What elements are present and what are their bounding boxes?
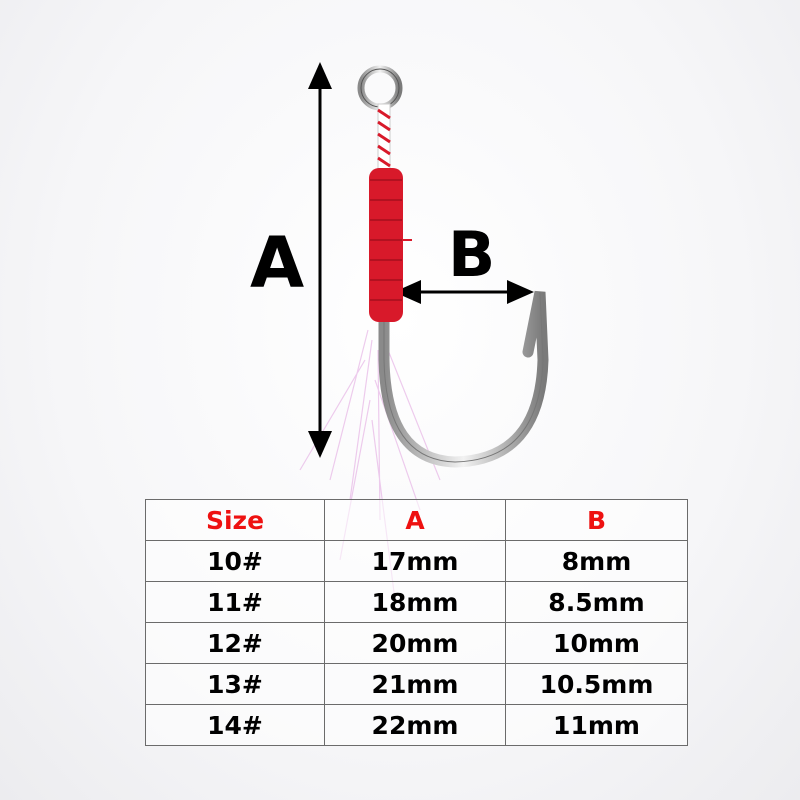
header-a: A xyxy=(324,499,506,541)
cell-a: 18mm xyxy=(324,581,506,623)
table-header-row: Size A B xyxy=(145,499,688,541)
cell-size: 11# xyxy=(145,581,325,623)
dimension-b-label: B xyxy=(448,218,496,291)
cell-b: 11mm xyxy=(505,704,688,746)
cell-size: 13# xyxy=(145,663,325,705)
braided-line xyxy=(377,103,391,175)
table-row: 10# 17mm 8mm xyxy=(145,540,688,582)
cell-a: 20mm xyxy=(324,622,506,664)
cell-b: 10.5mm xyxy=(505,663,688,705)
cell-size: 10# xyxy=(145,540,325,582)
red-thread-wrap xyxy=(369,168,403,322)
dimension-a-label: A xyxy=(250,222,305,304)
cell-b: 10mm xyxy=(505,622,688,664)
table-row: 12# 20mm 10mm xyxy=(145,622,688,664)
cell-a: 17mm xyxy=(324,540,506,582)
table-row: 11# 18mm 8.5mm xyxy=(145,581,688,623)
table-row: 13# 21mm 10.5mm xyxy=(145,663,688,705)
cell-b: 8.5mm xyxy=(505,581,688,623)
table-row: 14# 22mm 11mm xyxy=(145,704,688,746)
cell-a: 22mm xyxy=(324,704,506,746)
size-table: Size A B 10# 17mm 8mm 11# 18mm 8.5mm 12#… xyxy=(145,499,688,746)
cell-b: 8mm xyxy=(505,540,688,582)
cell-size: 14# xyxy=(145,704,325,746)
cell-size: 12# xyxy=(145,622,325,664)
header-size: Size xyxy=(145,499,325,541)
header-b: B xyxy=(505,499,688,541)
cell-a: 21mm xyxy=(324,663,506,705)
